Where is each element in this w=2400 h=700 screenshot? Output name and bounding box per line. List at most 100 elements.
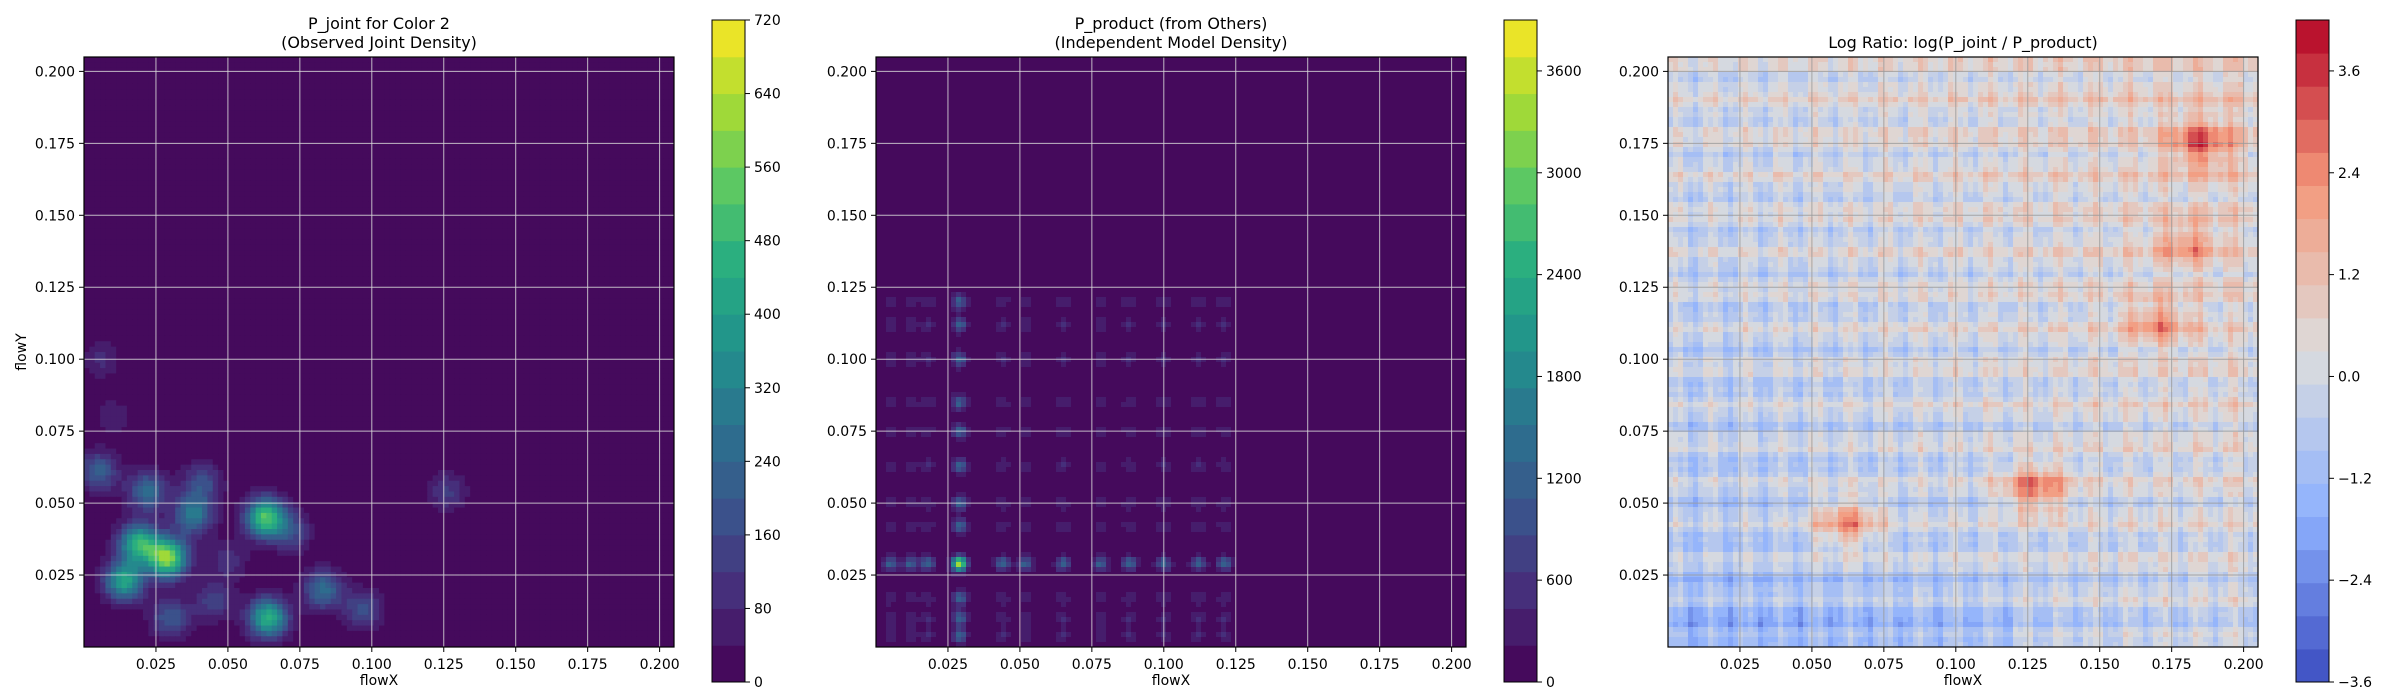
heatmap-cell: [84, 175, 90, 181]
heatmap-cell: [529, 234, 536, 240]
heatmap-cell: [416, 234, 423, 240]
heatmap-cell: [593, 110, 600, 117]
heatmap-cell: [368, 94, 375, 101]
heatmap-cell: [615, 132, 621, 139]
heatmap-cell: [175, 169, 182, 176]
heatmap-cell: [411, 57, 418, 63]
heatmap-cell: [636, 293, 643, 299]
heatmap-cell: [212, 282, 219, 289]
heatmap-cell: [309, 158, 316, 165]
heatmap-cell: [652, 260, 659, 267]
heatmap-cell: [470, 67, 477, 74]
heatmap-cell: [132, 169, 139, 176]
heatmap-cell: [593, 260, 600, 267]
heatmap-cell: [261, 169, 267, 176]
heatmap-cell: [202, 57, 208, 63]
heatmap-cell: [303, 228, 310, 235]
heatmap-cell: [379, 239, 385, 246]
heatmap-cell: [448, 78, 455, 85]
heatmap-cell: [314, 148, 321, 155]
heatmap-cell: [94, 250, 101, 257]
heatmap-cell: [582, 94, 589, 101]
heatmap-cell: [137, 276, 144, 283]
heatmap-cell: [218, 121, 225, 128]
heatmap-cell: [609, 73, 616, 80]
heatmap-cell: [244, 298, 251, 305]
heatmap-cell: [137, 57, 144, 63]
heatmap-cell: [261, 164, 267, 171]
heatmap-cell: [652, 94, 659, 101]
heatmap-cell: [443, 223, 450, 230]
heatmap-cell: [400, 196, 407, 203]
heatmap-cell: [94, 121, 101, 128]
heatmap-cell: [105, 271, 112, 278]
heatmap-cell: [223, 126, 230, 133]
heatmap-cell: [395, 164, 402, 171]
heatmap-cell: [336, 234, 343, 240]
heatmap-cell: [475, 244, 482, 251]
heatmap-cell: [561, 83, 568, 90]
heatmap-cell: [507, 132, 514, 139]
heatmap-cell: [443, 78, 450, 85]
heatmap-cell: [598, 217, 605, 224]
heatmap-cell: [223, 180, 230, 187]
heatmap-cell: [330, 255, 337, 262]
heatmap-cell: [287, 73, 294, 80]
heatmap-cell: [373, 57, 380, 63]
heatmap-cell: [100, 223, 107, 230]
heatmap-cell: [303, 164, 310, 171]
heatmap-cell: [341, 62, 348, 69]
heatmap-cell: [379, 169, 385, 176]
heatmap-cell: [159, 244, 166, 251]
heatmap-cell: [636, 217, 643, 224]
heatmap-cell: [389, 293, 396, 299]
heatmap-cell: [212, 142, 219, 149]
heatmap-cell: [582, 201, 589, 208]
heatmap-cell: [550, 191, 557, 198]
heatmap-cell: [518, 169, 525, 176]
heatmap-cell: [647, 217, 654, 224]
heatmap-cell: [443, 234, 450, 240]
heatmap-cell: [352, 282, 359, 289]
heatmap-cell: [282, 250, 289, 257]
heatmap-cell: [148, 57, 155, 63]
heatmap-cell: [427, 191, 434, 198]
heatmap-cell: [518, 217, 525, 224]
heatmap-cell: [110, 116, 117, 122]
heatmap-cell: [159, 287, 166, 294]
heatmap-cell: [287, 121, 294, 128]
heatmap-cell: [250, 73, 257, 80]
heatmap-cell: [593, 191, 600, 198]
heatmap-cell: [502, 94, 509, 101]
heatmap-cell: [636, 73, 643, 80]
heatmap-cell: [588, 293, 595, 299]
heatmap-cell: [561, 57, 568, 63]
heatmap-cell: [159, 276, 166, 283]
heatmap-cell: [636, 57, 643, 63]
heatmap-cell: [341, 217, 348, 224]
heatmap-cell: [373, 164, 380, 171]
heatmap-cell: [631, 239, 638, 246]
heatmap-cell: [647, 148, 654, 155]
heatmap-cell: [577, 196, 584, 203]
heatmap-cell: [357, 207, 364, 214]
heatmap-cell: [657, 83, 664, 90]
heatmap-cell: [561, 201, 568, 208]
heatmap-cell: [400, 116, 407, 122]
heatmap-cell: [438, 121, 444, 128]
heatmap-cell: [207, 239, 214, 246]
heatmap-cell: [464, 255, 471, 262]
heatmap-cell: [604, 57, 611, 63]
heatmap-cell: [389, 148, 396, 155]
heatmap-cell: [389, 196, 396, 203]
heatmap-cell: [228, 207, 235, 214]
heatmap-cell: [464, 105, 471, 112]
heatmap-cell: [459, 180, 466, 187]
heatmap-cell: [668, 73, 674, 80]
heatmap-cell: [443, 57, 450, 63]
heatmap-cell: [421, 137, 428, 144]
heatmap-cell: [110, 266, 117, 273]
heatmap-cell: [631, 57, 638, 63]
heatmap-cell: [234, 175, 241, 181]
heatmap-cell: [379, 228, 385, 235]
